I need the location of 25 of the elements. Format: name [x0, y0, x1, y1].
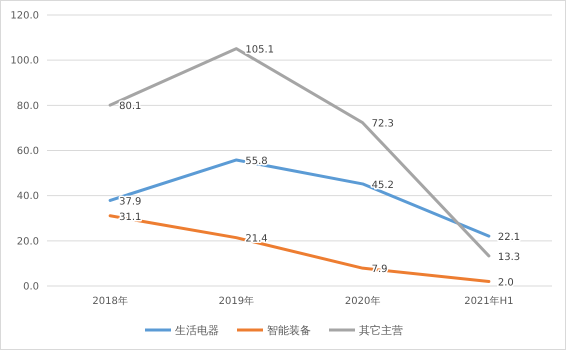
legend-label: 智能装备: [267, 324, 311, 337]
data-label: 22.1: [498, 232, 520, 244]
x-tick-label: 2018年: [92, 295, 128, 307]
y-tick-label: 120.0: [10, 10, 39, 22]
y-tick-label: 20.0: [16, 236, 39, 248]
legend-label: 其它主营: [359, 324, 403, 337]
line-series: [108, 214, 490, 283]
data-label: 13.3: [498, 252, 520, 263]
data-label: 45.2: [372, 180, 394, 191]
x-tick-label: 2019年: [218, 295, 254, 307]
y-tick-label: 60.0: [16, 146, 39, 157]
data-label: 2.0: [498, 277, 514, 288]
y-tick-label: 40.0: [16, 191, 39, 202]
y-tick-label: 80.0: [16, 100, 39, 112]
x-tick-label: 2021年H1: [464, 295, 514, 307]
y-tick-label: 0.0: [23, 282, 39, 292]
data-label: 105.1: [245, 44, 274, 56]
x-tick-label: 2020年: [344, 295, 380, 307]
data-label: 37.9: [119, 196, 142, 208]
data-label: 80.1: [119, 101, 142, 112]
line-series: [108, 47, 490, 258]
legend-label: 生活电器: [175, 324, 219, 337]
data-label: 21.4: [245, 234, 268, 245]
y-tick-label: 100.0: [10, 56, 39, 67]
data-label: 72.3: [372, 118, 394, 130]
